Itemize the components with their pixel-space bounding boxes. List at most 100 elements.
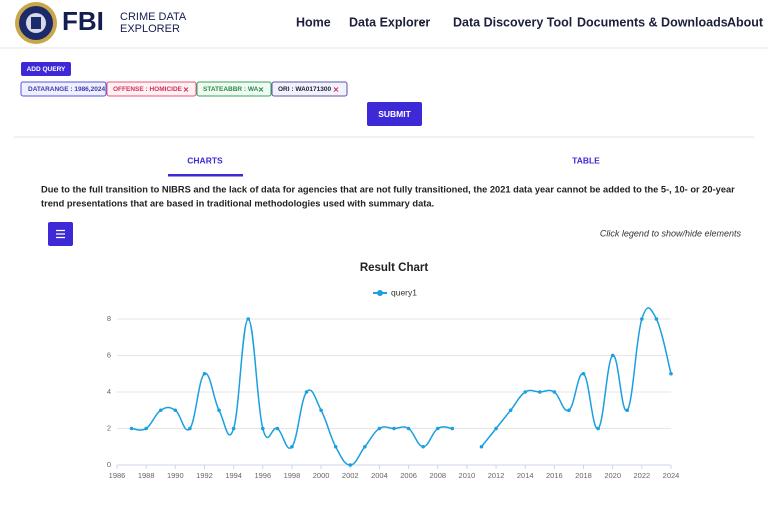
- series-line: [131, 318, 453, 466]
- filter-label: DATARANGE : 1986,2024: [28, 86, 105, 93]
- point: [363, 444, 367, 449]
- filter-label: STATEABBR : WA: [203, 86, 259, 93]
- point: [435, 426, 440, 431]
- legend-item[interactable]: query1: [373, 287, 417, 297]
- filter-label: ORI : WA0171300: [278, 86, 331, 93]
- point: [654, 317, 659, 321]
- point: [319, 408, 323, 413]
- add-query-button[interactable]: [21, 62, 71, 76]
- notice: Due to the full transition to NIBRS and …: [41, 184, 735, 194]
- notice: trend presentations that are based in tr…: [41, 198, 434, 208]
- add-query-label: ADD QUERY: [27, 66, 66, 73]
- point: [494, 426, 498, 431]
- remove-icon[interactable]: [258, 87, 264, 92]
- x-tick-label: 2022: [633, 471, 650, 480]
- x-tick-label: 2008: [429, 471, 446, 480]
- chart-title: Result Chart: [360, 262, 429, 274]
- point: [392, 426, 396, 431]
- legend-hint: Click legend to show/hide elements: [600, 228, 742, 238]
- point: [246, 317, 251, 321]
- point: [377, 426, 382, 431]
- point: [217, 408, 221, 413]
- point: [406, 426, 411, 431]
- submit-label: SUBMIT: [378, 109, 411, 119]
- y-tick-label: 6: [107, 350, 111, 359]
- x-tick-label: 2010: [459, 471, 476, 480]
- point: [523, 390, 528, 394]
- tab[interactable]: TABLE: [572, 155, 600, 165]
- legend-label: query1: [391, 287, 417, 297]
- series-line: [480, 307, 672, 448]
- point: [610, 353, 615, 358]
- fbi-seal: [15, 2, 57, 44]
- x-tick-label: 2016: [546, 471, 563, 480]
- filter-chip[interactable]: OFFENSE : HOMICIDE: [106, 81, 197, 97]
- nav-link[interactable]: Home: [296, 15, 331, 29]
- x-tick-label: 2014: [517, 471, 534, 480]
- remove-icon[interactable]: [183, 87, 189, 92]
- x-tick-label: 2018: [575, 471, 592, 480]
- point: [508, 408, 513, 413]
- x-tick-label: 2012: [488, 471, 505, 480]
- point: [304, 390, 309, 394]
- nav-link[interactable]: Data Explorer: [349, 15, 430, 29]
- point: [450, 426, 455, 431]
- point: [158, 408, 163, 413]
- point: [173, 408, 178, 413]
- filter-label: OFFENSE : HOMICIDE: [113, 86, 183, 93]
- header: [0, 0, 768, 48]
- x-tick-label: 2020: [604, 471, 621, 480]
- filter-chip[interactable]: DATARANGE : 1986,2024: [20, 81, 107, 97]
- x-tick-label: 2006: [400, 471, 417, 480]
- y-tick-label: 0: [107, 460, 111, 469]
- x-tick-label: 1994: [225, 471, 242, 480]
- nav-link[interactable]: Documents & Downloads: [577, 15, 728, 29]
- point: [596, 426, 600, 431]
- dropdown-chevron: [419, 20, 426, 25]
- y-tick-label: 4: [107, 387, 111, 396]
- x-tick-label: 1986: [109, 471, 126, 480]
- point: [581, 371, 586, 376]
- filter-chip[interactable]: STATEABBR : WA: [196, 81, 272, 97]
- point: [129, 426, 134, 431]
- x-tick-label: 1990: [167, 471, 184, 480]
- point: [552, 390, 557, 394]
- point: [275, 426, 280, 431]
- nav-link[interactable]: Data Discovery Tool: [453, 15, 572, 29]
- x-tick-label: 2002: [342, 471, 359, 480]
- point: [625, 408, 630, 413]
- x-tick-label: 1998: [284, 471, 301, 480]
- x-tick-label: 2024: [663, 471, 680, 480]
- point: [231, 426, 236, 431]
- point: [260, 426, 265, 431]
- point: [333, 444, 338, 449]
- point: [188, 426, 192, 431]
- point: [567, 408, 571, 413]
- point: [537, 390, 542, 394]
- point: [479, 444, 484, 449]
- point: [640, 317, 644, 321]
- logo-subtitle: EXPLORER: [120, 23, 180, 35]
- remove-icon[interactable]: [333, 87, 339, 92]
- x-tick-label: 2000: [313, 471, 330, 480]
- chart: Result Chart 0 2 4 6 8 1986 1988 1990 1992 1994 19…: [107, 262, 680, 480]
- tab[interactable]: CHARTS: [187, 155, 223, 165]
- point: [421, 444, 425, 449]
- y-tick-label: 8: [107, 314, 111, 323]
- legend-marker: [377, 290, 383, 296]
- point: [348, 463, 353, 467]
- active-tab-indicator: [168, 174, 243, 177]
- x-tick-label: 2004: [371, 471, 388, 480]
- nav-link[interactable]: About: [727, 15, 764, 29]
- chart-menu-button[interactable]: [48, 222, 73, 246]
- point: [669, 371, 673, 376]
- point: [290, 444, 294, 449]
- filter-chip[interactable]: ORI : WA0171300: [271, 81, 348, 97]
- x-tick-label: 1996: [254, 471, 271, 480]
- x-tick-label: 1988: [138, 471, 155, 480]
- y-tick-label: 2: [107, 423, 111, 432]
- submit-button[interactable]: [367, 102, 422, 126]
- logo-text[interactable]: FBI: [62, 6, 104, 36]
- point: [202, 371, 207, 376]
